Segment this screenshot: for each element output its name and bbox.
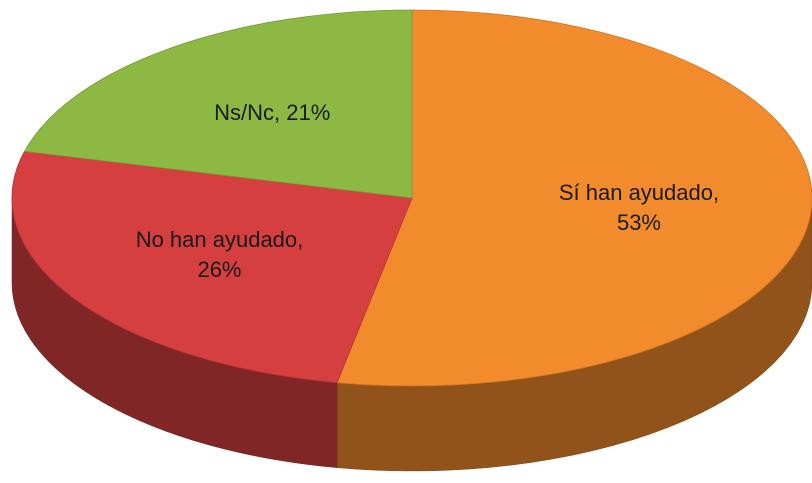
slice bbox=[23, 9, 413, 199]
data-label: Ns/Nc, 21% bbox=[214, 100, 331, 126]
data-label: No han ayudado, 26% bbox=[135, 227, 304, 283]
data-label: Sí han ayudado, 53% bbox=[558, 180, 720, 236]
slice bbox=[11, 150, 413, 384]
slice bbox=[336, 9, 812, 387]
